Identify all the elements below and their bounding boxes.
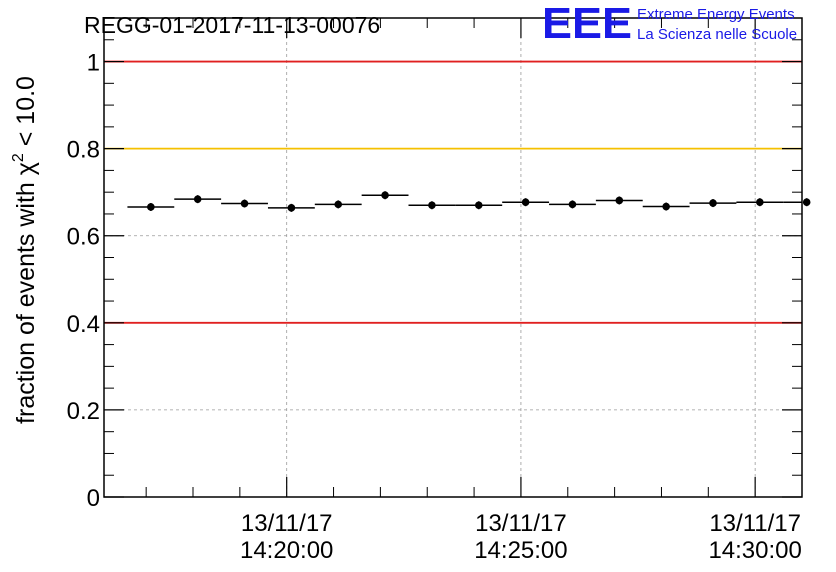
y-axis-label-prefix: fraction of events with xyxy=(12,175,40,424)
y-tick-label: 0 xyxy=(87,485,100,512)
data-point xyxy=(361,191,409,200)
data-marker xyxy=(334,200,343,209)
data-marker xyxy=(802,198,811,206)
y-axis-label-suffix: < 10.0 xyxy=(12,76,40,153)
data-point xyxy=(267,203,315,212)
data-points xyxy=(127,191,811,212)
data-point xyxy=(783,198,811,207)
data-point xyxy=(455,201,503,210)
data-marker xyxy=(193,195,202,203)
eee-logo-line2: La Scienza nelle Scuole xyxy=(637,26,797,43)
data-marker xyxy=(428,201,436,210)
data-marker xyxy=(756,198,764,206)
chart-title: REGG-01-2017-11-13-00076 xyxy=(84,12,380,38)
x-tick-label-date: 13/11/17 xyxy=(241,510,333,537)
reference-lines xyxy=(104,60,802,324)
eee-logo-mark: EEE xyxy=(542,0,632,48)
eee-logo: EEE Extreme Energy Events La Scienza nel… xyxy=(542,0,797,48)
grid-lines xyxy=(104,18,802,497)
data-marker xyxy=(474,201,483,210)
data-marker xyxy=(662,202,670,211)
data-point xyxy=(174,195,222,204)
y-tick-label: 1 xyxy=(87,50,100,77)
y-axis-label-exponent: 2 xyxy=(10,153,27,162)
y-tick-label: 0.2 xyxy=(67,398,100,425)
y-axis-label-symbol: χ xyxy=(12,162,40,175)
data-point xyxy=(549,200,596,209)
data-point xyxy=(221,199,268,208)
data-marker xyxy=(615,196,624,205)
data-point xyxy=(408,201,456,210)
y-tick-label: 0.6 xyxy=(67,224,100,251)
plot-frame xyxy=(103,17,803,498)
x-tick-label-date: 13/11/17 xyxy=(709,510,801,537)
axis-ticks xyxy=(104,18,803,498)
data-point xyxy=(314,200,362,209)
data-point xyxy=(595,196,643,205)
data-point xyxy=(689,199,737,208)
eee-logo-line1: Extreme Energy Events xyxy=(637,6,795,23)
data-point xyxy=(502,198,550,207)
y-tick-label: 0.4 xyxy=(67,311,100,338)
data-marker xyxy=(287,204,296,212)
tick-labels: 00.20.40.60.8113/11/1714:20:0013/11/1714… xyxy=(67,50,802,564)
x-tick-label-time: 14:30:00 xyxy=(708,537,801,564)
data-marker xyxy=(381,191,389,200)
data-marker xyxy=(147,203,155,211)
data-marker xyxy=(568,200,577,209)
y-tick-label: 0.8 xyxy=(67,137,100,164)
x-tick-label-time: 14:20:00 xyxy=(240,537,333,564)
y-axis-label: fraction of events with χ2 < 10.0 xyxy=(10,76,40,424)
data-marker xyxy=(709,199,717,207)
x-tick-label-time: 14:25:00 xyxy=(474,537,567,564)
data-marker xyxy=(240,199,249,208)
x-tick-label-date: 13/11/17 xyxy=(475,510,567,537)
data-point xyxy=(642,202,690,211)
data-point xyxy=(127,202,175,211)
data-marker xyxy=(521,198,530,206)
data-point xyxy=(736,198,784,207)
